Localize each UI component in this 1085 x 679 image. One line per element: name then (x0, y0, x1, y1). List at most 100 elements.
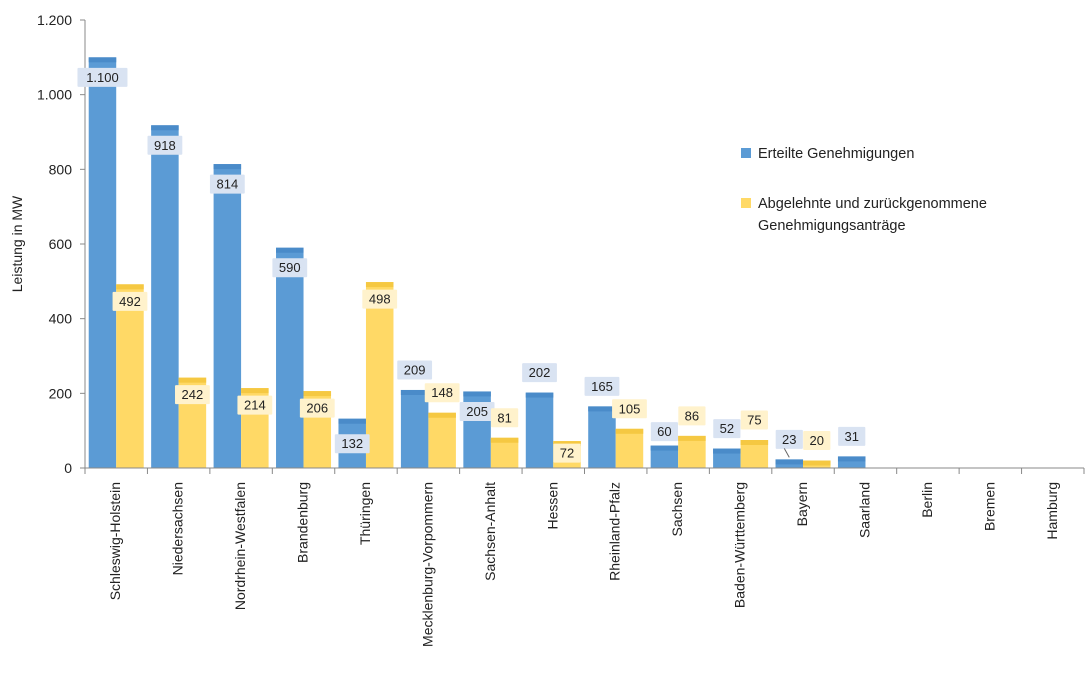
x-tick-label: Brandenburg (295, 482, 311, 563)
blue-data-label-box (147, 135, 183, 155)
bar-top (740, 440, 769, 445)
bar (276, 247, 304, 468)
bar (525, 392, 554, 468)
blue-data-label: 590 (279, 260, 301, 275)
bar (365, 282, 394, 468)
yellow-data-label-box (299, 398, 335, 418)
bar-top (428, 412, 456, 418)
x-tick-label: Nordrhein-Westfalen (232, 482, 248, 610)
bar (588, 406, 616, 468)
bar-top (588, 406, 616, 412)
blue-data-label: 205 (466, 404, 488, 419)
yellow-data-label: 148 (431, 385, 453, 400)
yellow-data-label: 75 (747, 413, 761, 428)
data-labels: 1.100 492 918 242 814 214 590 206 132 498 209 148 20… (77, 67, 866, 463)
bar-top (615, 428, 644, 434)
bar-top (276, 247, 304, 253)
bar-top (213, 164, 242, 170)
x-tick-label: Hamburg (1044, 482, 1060, 540)
blue-data-label: 132 (341, 436, 363, 451)
yellow-data-label-box (553, 443, 581, 463)
blue-data-label: 23 (782, 432, 796, 447)
bar-top (241, 388, 269, 394)
blue-data-label-box (522, 363, 557, 383)
x-tick-label: Schleswig-Holstein (107, 482, 123, 600)
blue-data-label-box (584, 376, 620, 396)
bar-top (713, 448, 741, 454)
bar-top (775, 459, 804, 465)
legend-label-abgelehnte: Genehmigungsanträge (758, 218, 906, 234)
blue-data-label-box (650, 422, 679, 442)
yellow-data-label-box (112, 291, 148, 311)
blue-data-label: 918 (154, 138, 176, 153)
bar-top (338, 418, 366, 424)
bar (428, 412, 456, 468)
bar-top (803, 460, 831, 466)
legend-swatch-erteilte (741, 148, 751, 158)
x-tick-label: Hessen (544, 482, 560, 529)
yellow-data-label-box (612, 399, 647, 419)
bar-top (525, 392, 554, 398)
yellow-data-label: 498 (369, 292, 391, 307)
y-axis: 0 200 400 600 800 1.000 1.200 (37, 12, 86, 476)
blue-data-label-box (397, 360, 433, 380)
x-tick-label: Niedersachsen (170, 482, 186, 575)
bar (678, 435, 706, 468)
bar-top (678, 435, 706, 441)
bar (615, 428, 644, 468)
yellow-data-label-box (237, 395, 273, 415)
bar-top (88, 57, 117, 63)
bar (650, 445, 679, 468)
y-tick-label: 0 (64, 460, 72, 476)
yellow-data-label: 242 (182, 387, 204, 402)
y-tick-label: 600 (49, 236, 73, 252)
bar-top (837, 456, 866, 462)
yellow-data-label: 492 (119, 294, 141, 309)
bar (116, 284, 144, 468)
x-tick-label: Rheinland-Pfalz (607, 482, 623, 581)
bar-top (463, 391, 491, 397)
blue-data-label: 209 (404, 362, 426, 377)
blue-data-label: 165 (591, 379, 613, 394)
yellow-data-label: 72 (560, 446, 574, 461)
blue-data-label: 31 (844, 429, 858, 444)
blue-data-label-box (77, 67, 128, 87)
legend-label-erteilte: Erteilte Genehmigungen (758, 146, 914, 162)
yellow-data-label: 214 (244, 398, 266, 413)
bar (837, 456, 866, 468)
x-axis: Schleswig-Holstein Niedersachsen Nordrhein… (84, 467, 1085, 647)
y-tick-label: 400 (49, 311, 73, 327)
x-tick-label: Sachsen-Anhalt (482, 482, 498, 581)
y-axis-title: Leistung in MW (9, 195, 25, 292)
x-tick-label: Berlin (919, 482, 935, 518)
bar-top (490, 437, 519, 443)
yellow-data-label-box (175, 385, 210, 405)
legend-label-abgelehnte: Abgelehnte und zurückgenommene (758, 196, 987, 212)
legend: Erteilte Genehmigungen Abgelehnte und zur… (741, 146, 987, 234)
x-tick-label: Baden-Württemberg (732, 482, 748, 608)
blue-data-label: 1.100 (86, 70, 119, 85)
blue-data-label: 52 (720, 421, 734, 436)
bar-top (650, 445, 679, 451)
bar-top (151, 125, 179, 131)
yellow-data-label-box (740, 410, 768, 430)
blue-data-label-box (713, 419, 741, 439)
blue-data-label: 60 (657, 424, 671, 439)
bar (88, 57, 117, 468)
x-tick-label: Thüringen (357, 482, 373, 545)
bar-top (365, 282, 394, 288)
bar (490, 437, 519, 468)
bar-top (400, 389, 429, 395)
bars (88, 57, 866, 468)
y-tick-label: 800 (49, 161, 73, 177)
x-tick-label: Saarland (856, 482, 872, 538)
blue-data-label-box (838, 426, 866, 446)
y-tick-label: 1.000 (37, 87, 72, 103)
yellow-data-label-box (424, 383, 460, 403)
yellow-data-label: 81 (497, 410, 511, 425)
bar-top (303, 391, 332, 397)
x-tick-label: Bayern (794, 482, 810, 526)
yellow-data-label-box (678, 406, 706, 426)
blue-data-label-box (775, 429, 803, 449)
